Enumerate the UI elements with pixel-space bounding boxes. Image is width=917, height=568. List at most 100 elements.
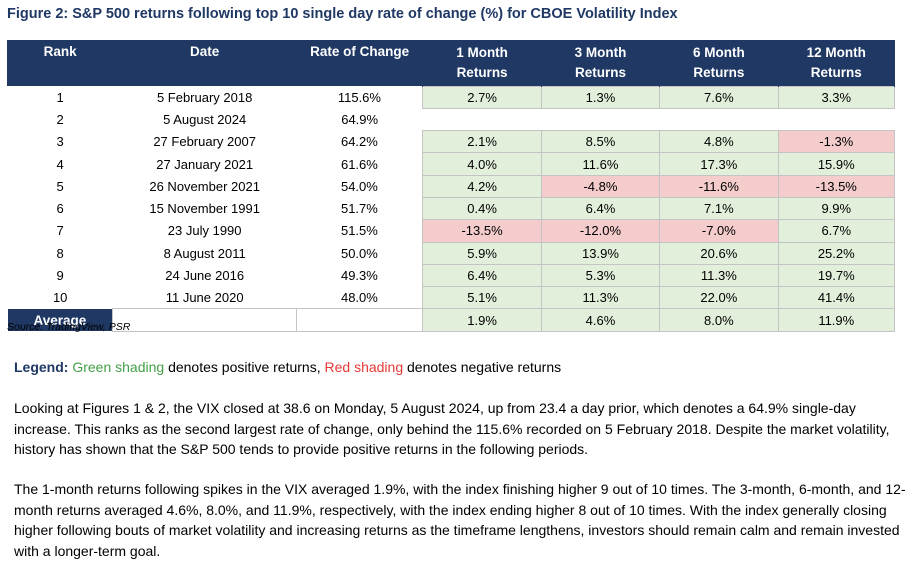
cell-rate-of-change: 54.0% (340, 178, 378, 194)
cell-rate-of-change: 50.0% (340, 245, 378, 261)
header-3-month-returns: 3 Month Returns (540, 40, 661, 86)
cell-date: 15 November 1991 (149, 201, 260, 217)
cell-6-month-return: 20.6% (659, 241, 779, 265)
average-blank-date (112, 308, 297, 332)
average-12-month: 11.9% (777, 308, 896, 332)
header-12-month-line2: Returns (810, 64, 862, 80)
cell-rate-of-change: 51.5% (340, 223, 378, 239)
header-3-month-line2: Returns (574, 64, 626, 80)
cell-date: 5 February 2018 (156, 89, 253, 105)
cell-3-month-return: 11.3% (540, 286, 661, 310)
legend-line: Legend: Green shading denotes positive r… (14, 359, 561, 375)
cell-rank: 3 (56, 134, 64, 150)
cell-12-month-return: 3.3% (777, 85, 896, 109)
table-header-row: Rank Date Rate of Change 1 Month Returns … (6, 40, 896, 86)
header-rate-of-change: Rate of Change (295, 40, 424, 86)
cell-1-month-return: 2.7% (422, 85, 542, 109)
cell-1-month-return: 0.4% (422, 196, 542, 221)
legend-green-suffix: denotes positive returns, (164, 359, 325, 375)
cell-rank: 7 (56, 223, 64, 239)
average-blank-rate (295, 308, 424, 332)
cell-rate-of-change: 48.0% (340, 290, 378, 306)
cell-rank: 10 (52, 290, 68, 306)
header-12-month-line1: 12 Month (806, 44, 866, 60)
cell-6-month-return: 7.6% (659, 85, 779, 109)
cell-3-month-return: 6.4% (540, 196, 661, 221)
header-6-month-returns: 6 Month Returns (659, 40, 779, 86)
cell-1-month-return (423, 108, 541, 130)
cell-6-month-return: 22.0% (659, 286, 779, 310)
cell-rate-of-change: 115.6% (337, 89, 381, 105)
paragraph-2: The 1-month returns following spikes in … (14, 481, 906, 559)
cell-6-month-return: -7.0% (659, 219, 779, 243)
cell-6-month-return (660, 108, 778, 130)
source-note: Source: TradingView, PSR (7, 321, 131, 333)
cell-rank: 6 (56, 201, 64, 217)
table-row: 5 26 November 2021 54.0% 4.2% -4.8% -11.6% -13… (8, 174, 896, 198)
returns-table: Rank Date Rate of Change 1 Month Returns … (6, 40, 896, 332)
cell-date: 27 February 2007 (153, 134, 256, 150)
cell-date: 26 November 2021 (149, 178, 260, 194)
cell-1-month-return: 4.2% (422, 174, 542, 198)
table-row: 3 27 February 2007 64.2% 2.1% 8.5% 4.8% -1.3% (8, 130, 896, 154)
table-row: 10 11 June 2020 48.0% 5.1% 11.3% 22.0% 41.4% (8, 286, 896, 310)
table-row: 9 24 June 2016 49.3% 6.4% 5.3% 11.3% 19.7% (8, 263, 896, 288)
cell-1-month-return: 5.1% (422, 286, 542, 310)
legend-green-text: Green shading (72, 359, 165, 375)
cell-6-month-return: 4.8% (659, 130, 779, 154)
average-row: Average 1.9% 4.6% 8.0% 11.9% (7, 308, 896, 332)
cell-date: 23 July 1990 (167, 223, 242, 239)
header-date: Date (112, 40, 297, 86)
cell-date: 27 January 2021 (156, 156, 254, 172)
cell-rank: 4 (56, 156, 64, 172)
cell-1-month-return: -13.5% (422, 219, 542, 243)
cell-rate-of-change: 61.6% (340, 156, 378, 172)
cell-rate-of-change: 51.7% (340, 201, 378, 217)
cell-date: 24 June 2016 (165, 268, 245, 284)
cell-rate-of-change: 64.9% (341, 111, 379, 127)
cell-rank: 2 (56, 111, 64, 127)
cell-3-month-return: 13.9% (540, 241, 661, 265)
table-row: 8 8 August 2011 50.0% 5.9% 13.9% 20.6% 25.2% (8, 241, 896, 265)
cell-1-month-return: 4.0% (422, 152, 542, 176)
cell-12-month-return: 19.7% (777, 263, 896, 288)
cell-1-month-return: 5.9% (422, 241, 542, 265)
header-6-month-line2: Returns (693, 64, 745, 80)
paragraph-1: Looking at Figures 1 & 2, the VIX closed… (14, 400, 890, 457)
header-1-month-line2: Returns (456, 64, 508, 80)
cell-rate-of-change: 64.2% (340, 134, 378, 150)
cell-6-month-return: -11.6% (659, 174, 779, 198)
cell-rank: 1 (56, 89, 64, 105)
cell-12-month-return: -13.5% (777, 174, 896, 198)
header-12-month-returns: 12 Month Returns (777, 40, 896, 86)
legend-label: Legend: (14, 359, 69, 375)
figure-title: Figure 2: S&P 500 returns following top … (7, 6, 678, 22)
legend-red-text: Red shading (324, 359, 404, 375)
cell-1-month-return: 2.1% (422, 130, 542, 154)
cell-12-month-return: 25.2% (777, 241, 896, 265)
table-row: 1 5 February 2018 115.6% 2.7% 1.3% 7.6% 3.3% (8, 85, 896, 109)
table-row: 6 15 November 1991 51.7% 0.4% 6.4% 7.1% 9.9% (8, 196, 896, 221)
table-row: 4 27 January 2021 61.6% 4.0% 11.6% 17.3% 15.9% (8, 152, 896, 176)
cell-6-month-return: 17.3% (659, 152, 779, 176)
cell-12-month-return: -1.3% (777, 130, 896, 154)
cell-rank: 8 (56, 245, 64, 261)
header-1-month-line1: 1 Month (456, 44, 508, 60)
cell-6-month-return: 11.3% (659, 263, 779, 288)
cell-12-month-return: 6.7% (777, 219, 896, 243)
header-6-month-line1: 6 Month (692, 44, 745, 60)
cell-3-month-return: -12.0% (540, 219, 661, 243)
average-label: Average (7, 308, 113, 332)
cell-date: 8 August 2011 (163, 245, 246, 261)
cell-12-month-return: 15.9% (777, 152, 896, 176)
cell-1-month-return: 6.4% (422, 263, 542, 288)
average-3-month: 4.6% (540, 308, 661, 332)
cell-3-month-return: 8.5% (540, 130, 661, 154)
table-row: 7 23 July 1990 51.5% -13.5% -12.0% -7.0% 6.7% (8, 219, 896, 243)
cell-3-month-return: 5.3% (540, 263, 661, 288)
cell-rank: 9 (56, 268, 64, 284)
cell-date: 5 August 2024 (163, 111, 247, 127)
cell-3-month-return: -4.8% (540, 174, 661, 198)
table-row: 2 5 August 2024 64.9% (8, 108, 895, 130)
